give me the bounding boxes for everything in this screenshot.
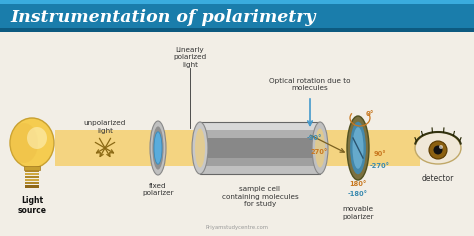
Bar <box>200 169 320 172</box>
Bar <box>200 153 320 156</box>
Bar <box>25 176 39 178</box>
Text: sample cell
containing molecules
for study: sample cell containing molecules for stu… <box>222 186 298 207</box>
Bar <box>200 164 320 167</box>
Ellipse shape <box>153 126 164 170</box>
Ellipse shape <box>195 128 205 168</box>
Bar <box>200 166 320 169</box>
Bar <box>200 122 320 125</box>
Bar <box>200 125 320 128</box>
Text: 180°: 180° <box>349 181 366 187</box>
Text: -90°: -90° <box>307 135 322 141</box>
Bar <box>0 28 474 32</box>
Text: Light
source: Light source <box>18 196 46 215</box>
Ellipse shape <box>10 118 54 168</box>
Bar <box>25 182 39 184</box>
Bar <box>0 0 474 32</box>
Bar <box>200 132 320 135</box>
Bar <box>25 185 39 188</box>
Ellipse shape <box>429 141 447 159</box>
Text: movable
polarizer: movable polarizer <box>342 206 374 219</box>
Bar <box>200 148 320 151</box>
Text: 90°: 90° <box>374 151 387 157</box>
Ellipse shape <box>415 132 461 164</box>
Text: 0°: 0° <box>366 111 374 117</box>
Polygon shape <box>55 130 420 166</box>
Bar <box>25 170 39 172</box>
Bar <box>200 130 320 133</box>
Text: -180°: -180° <box>348 191 368 197</box>
Ellipse shape <box>154 132 162 164</box>
Ellipse shape <box>350 122 366 174</box>
Bar <box>0 0 474 4</box>
Bar <box>25 179 39 181</box>
Bar <box>200 143 320 146</box>
Text: Priyamstudycentre.com: Priyamstudycentre.com <box>206 226 268 231</box>
Ellipse shape <box>27 127 47 149</box>
Ellipse shape <box>312 122 328 174</box>
Bar <box>25 173 39 175</box>
Text: Instrumentation of polarimetry: Instrumentation of polarimetry <box>10 8 316 25</box>
Text: 270°: 270° <box>311 149 328 155</box>
Ellipse shape <box>439 145 443 149</box>
Bar <box>24 166 40 170</box>
Text: Linearly
polarized
light: Linearly polarized light <box>173 47 207 68</box>
Bar <box>200 171 320 174</box>
Text: -270°: -270° <box>370 163 390 169</box>
Text: Optical rotation due to
molecules: Optical rotation due to molecules <box>269 78 351 92</box>
Bar <box>200 135 320 138</box>
Ellipse shape <box>150 121 166 175</box>
Text: unpolarized
light: unpolarized light <box>84 120 126 134</box>
Ellipse shape <box>192 122 208 174</box>
Bar <box>200 122 320 174</box>
Bar <box>200 161 320 164</box>
Text: detector: detector <box>422 174 454 183</box>
Text: fixed
polarizer: fixed polarizer <box>142 183 174 197</box>
Ellipse shape <box>315 128 325 168</box>
Ellipse shape <box>353 127 364 169</box>
Ellipse shape <box>434 146 443 155</box>
Bar <box>200 127 320 130</box>
Bar <box>200 138 320 141</box>
Ellipse shape <box>10 123 38 163</box>
Bar <box>200 158 320 161</box>
Ellipse shape <box>347 116 369 180</box>
Bar <box>200 151 320 154</box>
Bar <box>200 140 320 143</box>
Bar <box>200 156 320 159</box>
Bar <box>200 145 320 148</box>
